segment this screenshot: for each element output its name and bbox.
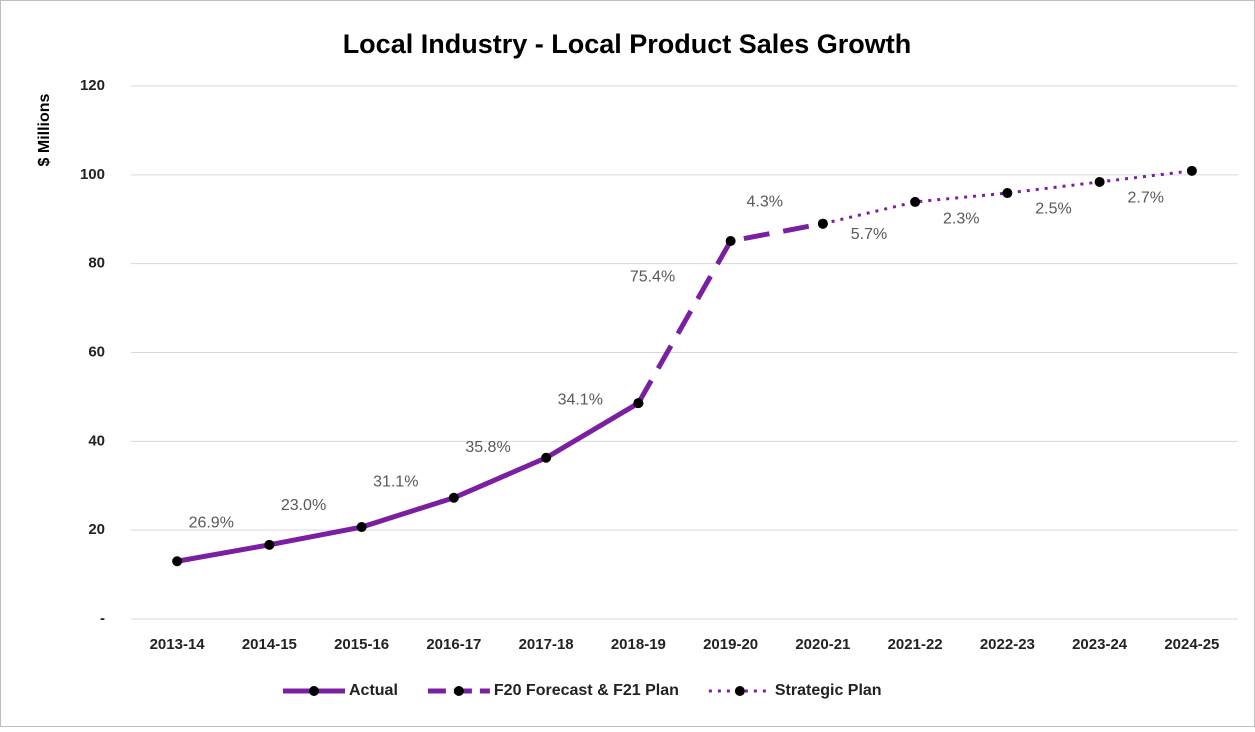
y-tick-label: 80 bbox=[88, 255, 105, 272]
x-tick-label: 2023-24 bbox=[1072, 636, 1128, 653]
chart-title: Local Industry - Local Product Sales Gro… bbox=[343, 29, 912, 59]
marker bbox=[1186, 165, 1197, 176]
growth-label: 4.3% bbox=[747, 194, 783, 211]
marker bbox=[541, 452, 552, 463]
y-axis-label: $ Millions bbox=[36, 93, 53, 166]
line bbox=[636, 221, 824, 405]
x-tick-label: 2021-22 bbox=[888, 636, 943, 653]
growth-label: 2.7% bbox=[1128, 190, 1164, 207]
y-tick-label: 100 bbox=[80, 166, 105, 183]
marker bbox=[356, 522, 367, 533]
legend-label: Strategic Plan bbox=[775, 682, 882, 699]
marker bbox=[817, 218, 828, 229]
marker bbox=[1002, 188, 1013, 199]
marker bbox=[725, 236, 736, 247]
x-tick-label: 2018-19 bbox=[611, 636, 666, 653]
x-tick-label: 2017-18 bbox=[519, 636, 574, 653]
legend-marker bbox=[309, 686, 319, 696]
x-tick-label: 2015-16 bbox=[334, 636, 389, 653]
line bbox=[822, 169, 1193, 226]
y-tick-label: 60 bbox=[88, 343, 105, 360]
x-tick-label: 2024-25 bbox=[1164, 636, 1219, 653]
x-tick-label: 2020-21 bbox=[795, 636, 850, 653]
legend-marker bbox=[734, 686, 745, 696]
y-tick-label: 40 bbox=[88, 432, 105, 449]
marker bbox=[633, 398, 644, 409]
line bbox=[176, 400, 640, 564]
legend-marker bbox=[453, 686, 464, 696]
x-tick-label: 2016-17 bbox=[426, 636, 481, 653]
y-tick-label: 120 bbox=[80, 77, 105, 94]
growth-label: 34.1% bbox=[558, 392, 603, 409]
marker bbox=[448, 492, 459, 503]
growth-label: 75.4% bbox=[630, 268, 675, 285]
marker bbox=[172, 556, 183, 567]
legend-label: F20 Forecast & F21 Plan bbox=[494, 682, 679, 699]
x-tick-label: 2013-14 bbox=[150, 636, 206, 653]
y-tick-label: - bbox=[100, 610, 105, 627]
x-tick-label: 2019-20 bbox=[703, 636, 758, 653]
marker bbox=[264, 539, 275, 550]
growth-label: 2.5% bbox=[1035, 201, 1071, 218]
growth-label: 2.3% bbox=[943, 211, 979, 228]
growth-label: 35.8% bbox=[465, 439, 510, 456]
marker bbox=[1094, 176, 1105, 187]
growth-label: 26.9% bbox=[189, 514, 234, 531]
marker bbox=[910, 196, 921, 207]
x-tick-label: 2022-23 bbox=[980, 636, 1035, 653]
x-tick-label: 2014-15 bbox=[242, 636, 297, 653]
growth-label: 31.1% bbox=[373, 474, 418, 491]
growth-label: 5.7% bbox=[851, 226, 887, 243]
legend-label: Actual bbox=[349, 682, 398, 699]
growth-label: 23.0% bbox=[281, 497, 326, 514]
y-tick-label: 20 bbox=[88, 521, 105, 538]
